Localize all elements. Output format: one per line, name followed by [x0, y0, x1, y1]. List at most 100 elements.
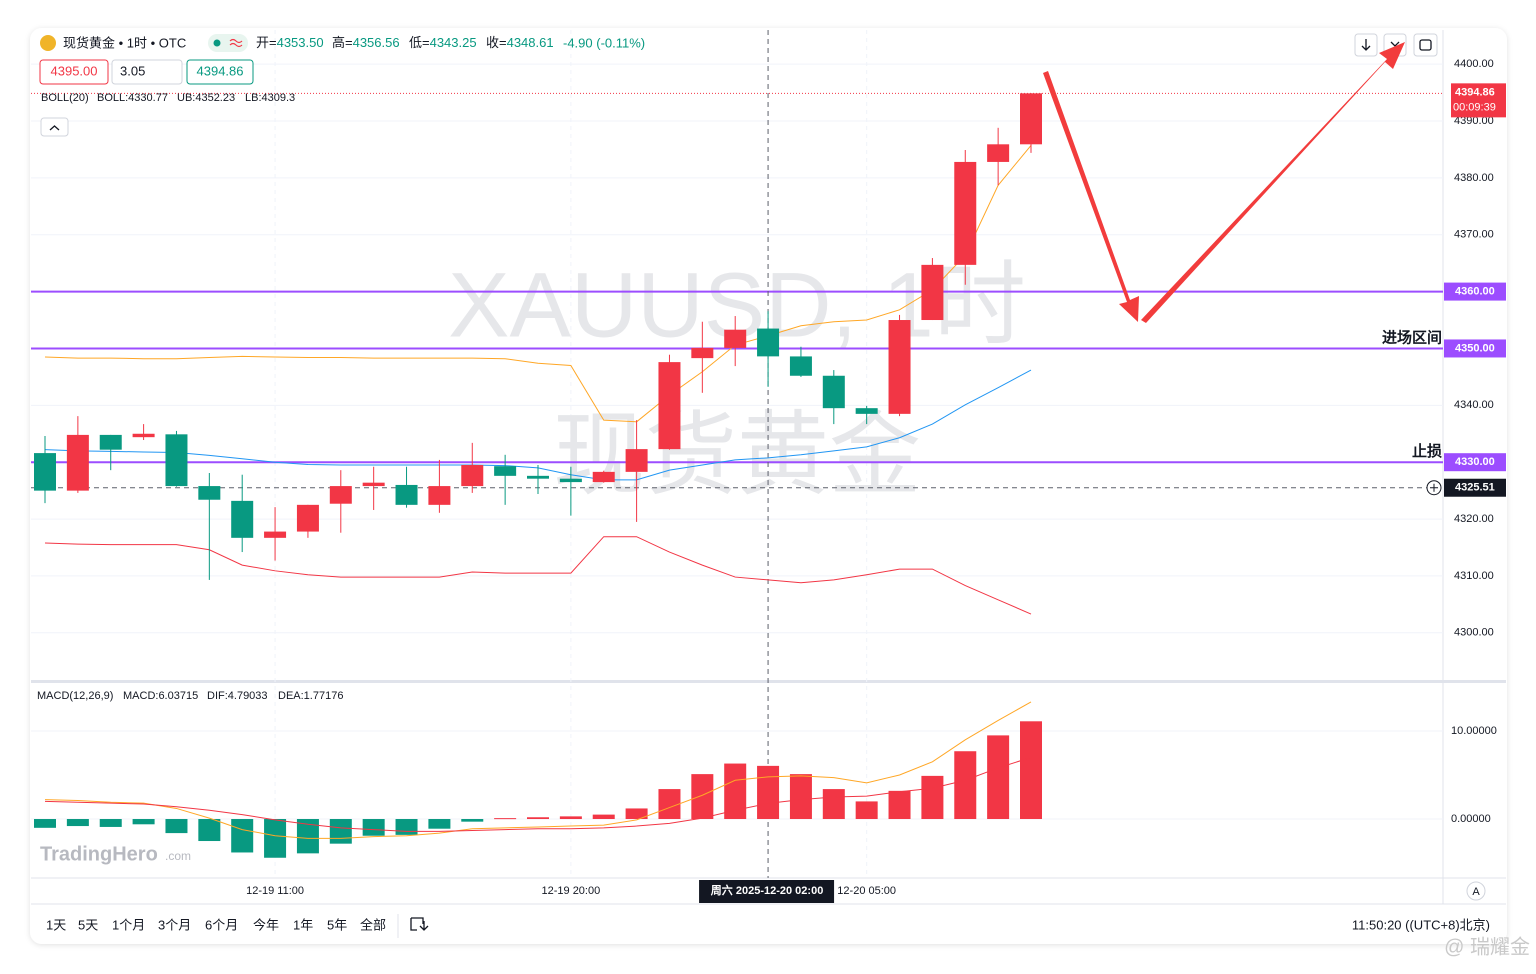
candle-body	[264, 531, 287, 538]
macd-bar	[34, 819, 56, 828]
range-button[interactable]: 3个月	[158, 917, 191, 932]
level-label: 4350.00	[1455, 342, 1495, 354]
spread: 3.05	[120, 63, 145, 78]
candle-body	[724, 329, 747, 348]
macd-bar	[921, 775, 944, 820]
symbol-icon	[40, 35, 56, 51]
level-badge	[1444, 339, 1506, 358]
crosshair-price: 4325.51	[1455, 482, 1495, 494]
macd-line	[44, 756, 1032, 832]
macd-bar	[658, 789, 681, 820]
level-badge	[1444, 453, 1506, 472]
logo: TradingHero	[40, 843, 158, 865]
candle-body	[757, 328, 780, 357]
candle-body	[987, 144, 1010, 162]
ohlc-item: 低=4343.25	[409, 35, 477, 50]
candle-body	[559, 478, 582, 483]
ohlc-key: 开=	[256, 35, 277, 50]
range-button[interactable]: 全部	[360, 917, 386, 932]
symbol: 现货黄金 • 1时 • OTC	[63, 35, 186, 50]
corner-watermark: @ 瑞耀金	[1444, 935, 1530, 958]
y-tick-label: 4380.00	[1454, 172, 1494, 184]
macd-bar	[264, 819, 287, 858]
candle-body	[461, 465, 484, 487]
arrow-up	[1141, 42, 1405, 323]
candle-body	[691, 347, 714, 359]
sell-price: 4395.00	[51, 63, 98, 78]
candle-body	[165, 434, 188, 487]
range-button[interactable]: 6个月	[205, 917, 238, 932]
level-note: 止损	[1412, 442, 1442, 460]
macd-bar	[888, 790, 911, 820]
ohlc-item: 开=4353.50	[256, 35, 324, 50]
ohlc-item: 收=4348.61	[486, 35, 554, 50]
clock: 11:50:20 ((UTC+8)北京)	[1352, 917, 1490, 932]
candle-body	[99, 434, 122, 450]
macd-line	[44, 701, 1032, 839]
level-label: 4360.00	[1455, 285, 1495, 297]
candle-body	[231, 500, 254, 538]
collapse-button[interactable]	[40, 117, 69, 137]
macd-bar	[625, 808, 648, 820]
macd-bar	[724, 763, 747, 820]
range-button[interactable]: 1天	[46, 917, 66, 932]
sell-button[interactable]	[39, 59, 109, 85]
download-icon	[1361, 39, 1371, 51]
crosshair-time: 周六 2025-12-20 02:00	[711, 883, 824, 897]
macd-bar	[757, 765, 780, 820]
ohlc-value: 4356.56	[353, 35, 400, 50]
candle-body	[66, 434, 89, 491]
ohlc-key: 收=	[486, 35, 507, 50]
buy-button[interactable]	[186, 59, 254, 85]
candle-body	[855, 408, 878, 414]
arrow-down	[1043, 71, 1139, 322]
y-tick-label: 10.00000	[1451, 725, 1497, 737]
buy-price: 4394.86	[197, 63, 244, 78]
logo-suffix: .com	[165, 849, 191, 863]
market-status[interactable]	[208, 34, 248, 52]
scale-button[interactable]	[1466, 881, 1486, 901]
macd-bar	[231, 819, 254, 853]
candle-body	[789, 356, 812, 376]
macd-bar	[428, 819, 451, 829]
macd-bar	[66, 819, 89, 827]
range-button[interactable]: 1年	[293, 917, 313, 932]
crosshair-time-badge	[699, 880, 835, 903]
macd-bar	[592, 814, 615, 820]
status-dot	[213, 39, 221, 47]
macd-bar	[395, 819, 418, 835]
chart-layer: 4300.00 4310.00 4320.00 4330.00 4340.00 4350.…	[31, 30, 1506, 903]
macd-bar	[461, 819, 484, 822]
watermark: 现货黄金	[553, 404, 921, 506]
macd-bar	[1020, 721, 1042, 820]
y-tick-label: 0.00000	[1451, 813, 1491, 825]
range-button[interactable]: 1个月	[112, 917, 145, 932]
macd-series-value: DEA:1.77176	[278, 690, 343, 702]
candle-body	[954, 161, 977, 265]
ohlc-legend: 开=4353.50 高=4356.56 低=4343.25 收=4348.61	[256, 35, 554, 50]
ohlc-key: 高=	[332, 35, 353, 50]
add-alert-icon	[1430, 483, 1438, 492]
macd-bar	[362, 819, 385, 836]
y-tick-label: 4300.00	[1454, 627, 1494, 639]
y-tick-label: 4400.00	[1454, 58, 1494, 70]
fullscreen-icon	[1419, 39, 1432, 51]
y-tick-label: 4320.00	[1454, 513, 1494, 525]
macd-bar	[789, 774, 812, 820]
change: -4.90 (-0.11%)	[563, 35, 645, 50]
ohlc-item: 高=4356.56	[332, 35, 400, 50]
y-tick-label: 4370.00	[1454, 229, 1494, 241]
range-button[interactable]: 今年	[253, 917, 279, 932]
range-button[interactable]: 5年	[327, 917, 347, 932]
fullscreen-button[interactable]	[1413, 33, 1438, 57]
candle-body	[494, 466, 517, 476]
macd-series-value: DIF:4.79033	[207, 690, 268, 702]
macd-bar	[329, 819, 352, 844]
range-button[interactable]: 5天	[78, 917, 98, 932]
macd-bar	[527, 817, 549, 820]
toolbar: 1天 5天 1个月 3个月 6个月 今年 1年 5年 全部	[46, 917, 386, 932]
x-tick-label: 12-20 05:00	[837, 885, 896, 897]
macd-bar	[99, 819, 122, 827]
